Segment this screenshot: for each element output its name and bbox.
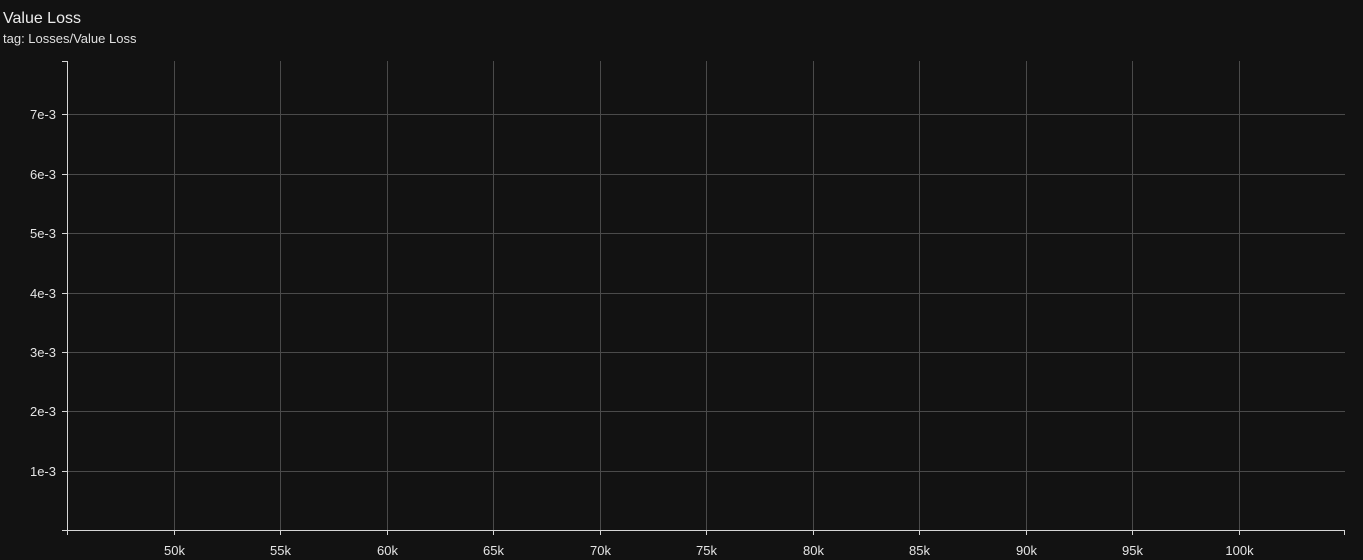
x-tick-label: 100k (1225, 543, 1254, 558)
x-grid (174, 61, 1240, 530)
x-tick-label: 90k (1016, 543, 1037, 558)
y-tick-label: 5e-3 (30, 226, 56, 241)
y-grid (67, 114, 1345, 472)
y-tick-label: 4e-3 (30, 286, 56, 301)
x-tick-label: 95k (1122, 543, 1143, 558)
x-tick-label: 85k (909, 543, 930, 558)
x-tick-label: 75k (696, 543, 717, 558)
x-tick-label: 80k (803, 543, 824, 558)
y-axis-ticks: 1e-3 2e-3 3e-3 4e-3 5e-3 6e-3 7e-3 (30, 61, 67, 531)
x-tick-label: 50k (164, 543, 185, 558)
x-tick-label: 65k (483, 543, 504, 558)
x-tick-label: 55k (270, 543, 291, 558)
chart-tag: tag: Losses/Value Loss (3, 31, 137, 46)
y-tick-label: 3e-3 (30, 345, 56, 360)
chart-title: Value Loss (3, 10, 81, 27)
x-tick-label: 70k (590, 543, 611, 558)
y-tick-label: 1e-3 (30, 464, 56, 479)
y-tick-label: 2e-3 (30, 404, 56, 419)
x-axis-ticks: 50k 55k 60k 65k 70k 75k 80k 85k 90k 95k 100k (67, 530, 1345, 558)
y-tick-label: 6e-3 (30, 167, 56, 182)
x-tick-label: 60k (377, 543, 398, 558)
y-tick-label: 7e-3 (30, 107, 56, 122)
